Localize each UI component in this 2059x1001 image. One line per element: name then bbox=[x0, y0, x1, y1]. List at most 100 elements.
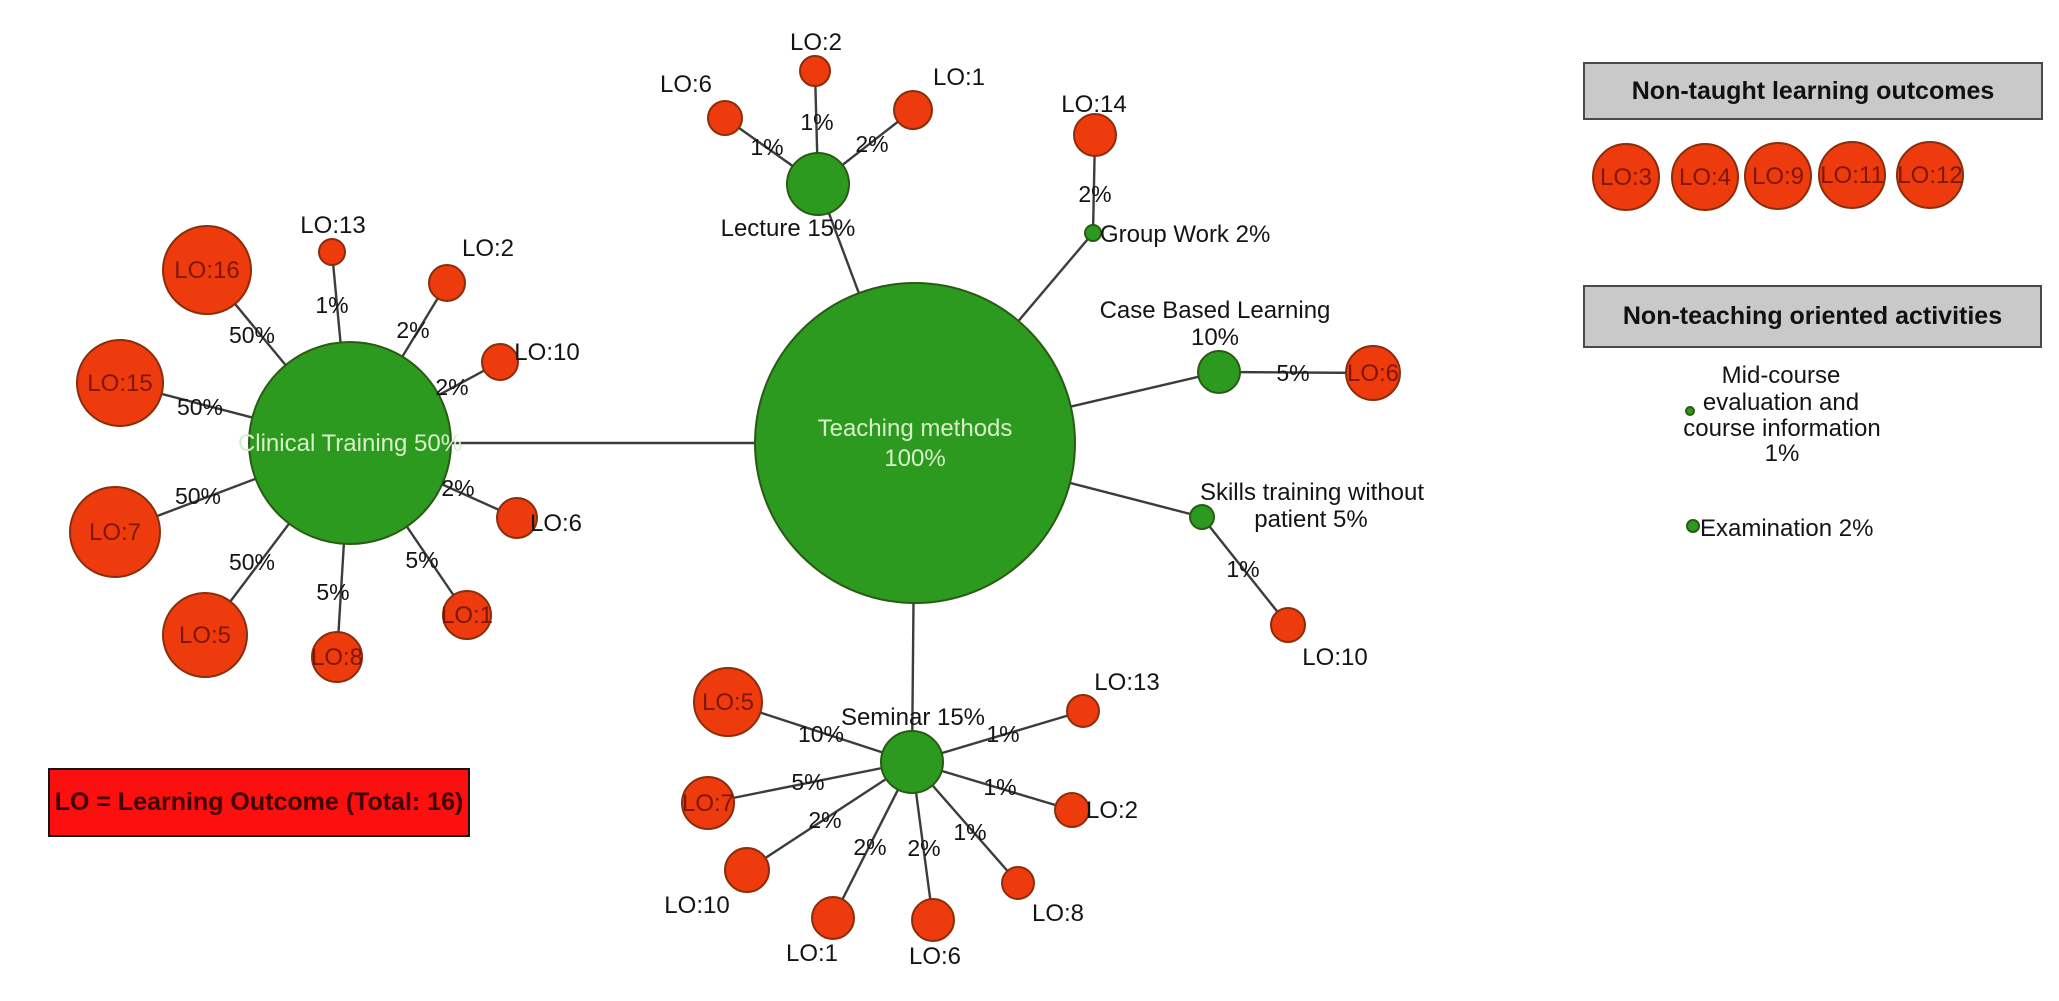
edge-seminar-se8-pct: 1% bbox=[953, 819, 986, 845]
node-c13 bbox=[318, 238, 346, 266]
edge-clinical-c7-pct: 50% bbox=[175, 483, 221, 509]
edge-skills-s10-pct: 1% bbox=[1226, 556, 1259, 582]
node-r11 bbox=[1818, 141, 1886, 209]
node-se1 bbox=[811, 896, 855, 940]
non-teaching-panel-title: Non-teaching oriented activities bbox=[1622, 302, 2003, 330]
node-groupwork-label: Group Work 2% bbox=[1100, 221, 1270, 248]
node-c6 bbox=[496, 497, 538, 539]
node-lecture-label: Lecture 15% bbox=[721, 215, 856, 242]
edge-seminar-se6-pct: 2% bbox=[907, 835, 940, 861]
node-casebased bbox=[1197, 350, 1241, 394]
node-c15-label: LO:15 bbox=[87, 370, 152, 397]
node-clinical-label: Clinical Training 50% bbox=[238, 430, 462, 457]
node-lecture bbox=[786, 152, 850, 216]
node-se10-label: LO:10 bbox=[664, 892, 729, 919]
edge-seminar-se5-pct: 10% bbox=[798, 721, 844, 747]
node-teaching-label: 100% bbox=[884, 445, 945, 472]
node-se6 bbox=[911, 898, 955, 942]
edge-clinical-c16-pct: 50% bbox=[229, 322, 275, 348]
node-skills-label: Skills training without bbox=[1200, 479, 1424, 506]
node-se1-label: LO:1 bbox=[786, 940, 838, 967]
node-c15 bbox=[76, 339, 164, 427]
edge-clinical-c5-pct: 50% bbox=[229, 549, 275, 575]
non-taught-panel-title: Non-taught learning outcomes bbox=[1631, 76, 1995, 105]
node-se10 bbox=[724, 847, 770, 893]
node-groupwork bbox=[1084, 224, 1102, 242]
edge-lecture-l1-pct: 2% bbox=[855, 131, 888, 157]
node-r3-label: LO:3 bbox=[1600, 164, 1652, 191]
node-c5-label: LO:5 bbox=[179, 622, 231, 649]
node-se13-label: LO:13 bbox=[1094, 669, 1159, 696]
edge-clinical-c2-pct: 2% bbox=[396, 317, 429, 343]
node-cb6 bbox=[1345, 345, 1401, 401]
node-c2 bbox=[428, 264, 466, 302]
node-skills-label: patient 5% bbox=[1254, 506, 1367, 533]
node-r9 bbox=[1744, 142, 1812, 210]
node-se8 bbox=[1001, 866, 1035, 900]
lo-legend: LO = Learning Outcome (Total: 16) bbox=[48, 768, 470, 837]
edge-seminar-se2-pct: 1% bbox=[983, 774, 1016, 800]
node-c16 bbox=[162, 225, 252, 315]
node-r11-label: LO:11 bbox=[1820, 162, 1884, 189]
node-teaching bbox=[754, 282, 1076, 604]
node-se2-label: LO:2 bbox=[1086, 797, 1138, 824]
node-r12 bbox=[1896, 141, 1964, 209]
edge-lecture-l2-pct: 1% bbox=[800, 109, 833, 135]
non-teaching-panel-header: Non-teaching oriented activities bbox=[1583, 285, 2042, 348]
node-r9-label: LO:9 bbox=[1752, 163, 1804, 190]
node-c2-label: LO:2 bbox=[462, 235, 514, 262]
node-l2 bbox=[799, 55, 831, 87]
edge-seminar-se7 bbox=[707, 760, 913, 805]
edge-seminar-se7-pct: 5% bbox=[791, 769, 824, 795]
edge-casebased-cb6-pct: 5% bbox=[1276, 360, 1309, 386]
node-skills bbox=[1189, 504, 1215, 530]
node-exam-label: Examination 2% bbox=[1700, 515, 1873, 542]
node-exam bbox=[1686, 519, 1700, 533]
node-r3 bbox=[1592, 143, 1660, 211]
node-se7-label: LO:7 bbox=[682, 790, 734, 817]
edge-seminar-se10-pct: 2% bbox=[808, 807, 841, 833]
node-se13 bbox=[1066, 694, 1100, 728]
node-c7-label: LO:7 bbox=[89, 519, 141, 546]
node-cb6-label: LO:6 bbox=[1347, 360, 1399, 387]
node-c1 bbox=[442, 590, 492, 640]
node-g14-label: LO:14 bbox=[1061, 91, 1126, 118]
node-se2 bbox=[1054, 792, 1090, 828]
node-se6-label: LO:6 bbox=[909, 943, 961, 970]
node-midcourse-label: evaluation and bbox=[1703, 389, 1859, 416]
node-se8-label: LO:8 bbox=[1032, 900, 1084, 927]
edge-skills-s10 bbox=[1201, 516, 1289, 626]
node-casebased-label: 10% bbox=[1191, 324, 1239, 351]
node-c10 bbox=[481, 343, 519, 381]
node-clinical bbox=[248, 341, 452, 545]
node-r12-label: LO:12 bbox=[1897, 162, 1962, 189]
node-c8-label: LO:8 bbox=[311, 644, 363, 671]
edge-groupwork-g14-pct: 2% bbox=[1078, 181, 1111, 207]
node-l2-label: LO:2 bbox=[790, 29, 842, 56]
node-r4-label: LO:4 bbox=[1679, 164, 1731, 191]
node-midcourse bbox=[1685, 406, 1695, 416]
node-c5 bbox=[162, 592, 248, 678]
edge-clinical-c13-pct: 1% bbox=[315, 292, 348, 318]
node-l6 bbox=[707, 100, 743, 136]
edge-seminar-se10 bbox=[746, 760, 913, 872]
node-se5 bbox=[693, 667, 763, 737]
node-l1 bbox=[893, 90, 933, 130]
edge-clinical-c15-pct: 50% bbox=[177, 394, 223, 420]
non-taught-panel-header: Non-taught learning outcomes bbox=[1583, 62, 2043, 120]
node-l1-label: LO:1 bbox=[933, 64, 985, 91]
node-seminar bbox=[880, 730, 944, 794]
node-midcourse-label: Mid-course bbox=[1722, 362, 1841, 389]
node-teaching-label: Teaching methods bbox=[818, 415, 1013, 442]
edge-clinical-c8-pct: 5% bbox=[316, 579, 349, 605]
node-c7 bbox=[69, 486, 161, 578]
node-r4 bbox=[1671, 143, 1739, 211]
edge-lecture-l6-pct: 1% bbox=[750, 134, 783, 160]
lo-legend-label: LO = Learning Outcome (Total: 16) bbox=[54, 788, 464, 816]
node-midcourse-label: course information bbox=[1683, 415, 1880, 442]
node-c13-label: LO:13 bbox=[300, 212, 365, 239]
node-seminar-label: Seminar 15% bbox=[841, 704, 985, 731]
edge-clinical-c6-pct: 2% bbox=[441, 475, 474, 501]
